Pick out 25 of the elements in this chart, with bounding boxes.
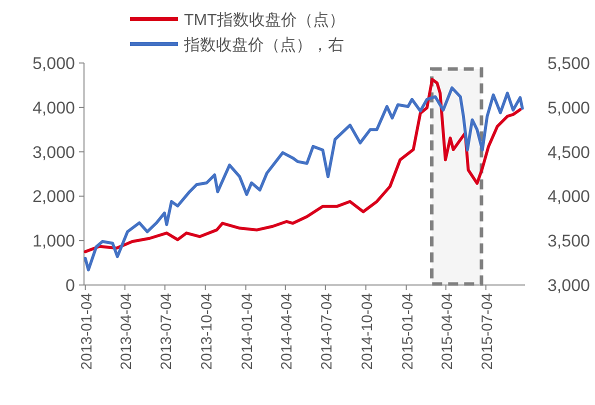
- x-tick-label: 2015-01-04: [399, 293, 416, 370]
- y-tick-label: 2,000: [32, 187, 75, 206]
- y2-tick-label: 5,500: [547, 54, 590, 73]
- y-tick-label: 3,000: [32, 142, 75, 162]
- legend-label: 指数收盘价（点），右: [183, 36, 344, 54]
- x-tick-label: 2015-07-04: [478, 293, 496, 370]
- x-tick-label: 2014-01-04: [238, 293, 256, 370]
- y2-tick-label: 4,500: [547, 142, 590, 162]
- y-tick-label: 1,000: [32, 232, 75, 251]
- x-tick-label: 2014-07-04: [318, 293, 336, 370]
- x-tick-label: 2014-04-04: [278, 293, 296, 370]
- x-tick-label: 2014-10-04: [358, 293, 376, 370]
- x-tick-label: 2013-10-04: [198, 293, 216, 370]
- y-tick-label: 4,000: [32, 98, 75, 118]
- legend-label: TMT指数收盘价（点）: [184, 11, 345, 29]
- x-tick-label: 2013-07-04: [158, 293, 175, 370]
- y2-tick-label: 4,000: [547, 187, 590, 206]
- y2-tick-label: 3,500: [547, 232, 590, 251]
- y-tick-label: 5,000: [32, 54, 75, 73]
- y2-tick-label: 3,000: [547, 276, 590, 295]
- y-tick-label: 0: [66, 276, 75, 295]
- x-tick-label: 2015-04-04: [438, 293, 456, 370]
- y2-tick-label: 5,000: [547, 98, 590, 118]
- x-tick-label: 2013-04-04: [118, 293, 135, 370]
- x-tick-label: 2013-01-04: [78, 293, 96, 370]
